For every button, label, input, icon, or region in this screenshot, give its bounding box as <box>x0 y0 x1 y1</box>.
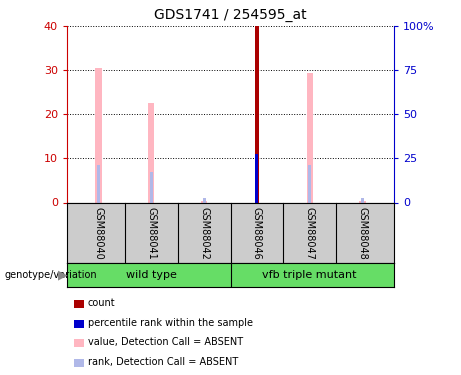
Bar <box>361 198 364 202</box>
Bar <box>308 165 311 202</box>
Bar <box>97 165 100 202</box>
Title: GDS1741 / 254595_at: GDS1741 / 254595_at <box>154 9 307 22</box>
Text: wild type: wild type <box>126 270 177 280</box>
Text: GSM88046: GSM88046 <box>252 207 262 260</box>
Text: rank, Detection Call = ABSENT: rank, Detection Call = ABSENT <box>88 357 238 367</box>
Text: GSM88048: GSM88048 <box>357 207 367 260</box>
Bar <box>150 172 153 202</box>
Text: GSM88047: GSM88047 <box>305 207 315 260</box>
Text: value, Detection Call = ABSENT: value, Detection Call = ABSENT <box>88 338 242 347</box>
Bar <box>148 104 154 202</box>
Bar <box>359 201 366 202</box>
Text: count: count <box>88 298 115 308</box>
Bar <box>202 198 206 202</box>
Text: ▶: ▶ <box>58 268 67 281</box>
Bar <box>255 26 259 202</box>
Bar <box>255 154 259 203</box>
Text: genotype/variation: genotype/variation <box>5 270 97 280</box>
Text: percentile rank within the sample: percentile rank within the sample <box>88 318 253 328</box>
Bar <box>95 68 102 203</box>
Text: GSM88040: GSM88040 <box>94 207 104 260</box>
Bar <box>307 72 313 202</box>
Text: GSM88041: GSM88041 <box>146 207 156 260</box>
Text: GSM88042: GSM88042 <box>199 207 209 260</box>
Bar <box>201 201 207 202</box>
Text: vfb triple mutant: vfb triple mutant <box>262 270 357 280</box>
